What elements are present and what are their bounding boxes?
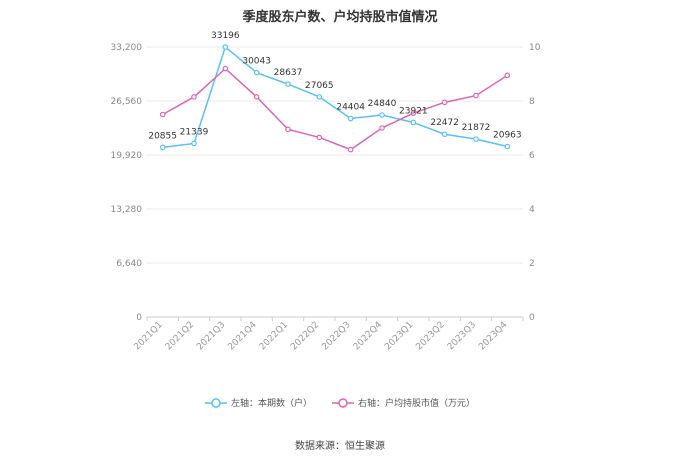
data-point-1 (253, 94, 260, 100)
x-axis-tick-label: 2021Q4 (226, 320, 259, 353)
data-point-1 (285, 126, 291, 133)
data-point-0 (285, 81, 291, 87)
right-axis-tick-label: 8 (529, 97, 535, 107)
legend-label-right: 右轴：户均持股市值（万元） (358, 399, 476, 409)
data-point-1 (347, 146, 354, 153)
data-label: 24840 (368, 99, 397, 109)
left-axis-tick-label: 6,640 (116, 259, 142, 269)
left-axis-tick-label: 0 (136, 313, 142, 323)
data-point-0 (347, 115, 354, 122)
data-label: 20963 (493, 131, 522, 141)
left-axis-tick-label: 19,920 (111, 151, 143, 161)
data-label: 22472 (430, 118, 459, 128)
data-label: 30043 (242, 57, 271, 67)
series-line-0 (162, 45, 508, 149)
x-axis-tick-label: 2021Q1 (132, 320, 164, 352)
right-axis-tick-label: 4 (529, 205, 535, 215)
data-point-0 (441, 131, 448, 138)
legend-item-left-axis[interactable]: 左轴：本期数（户） (204, 396, 312, 409)
data-label: 24404 (336, 103, 365, 113)
data-point-1 (191, 94, 197, 100)
x-axis-tick-label: 2022Q4 (352, 320, 385, 353)
x-axis-tick-label: 2022Q2 (289, 320, 321, 352)
x-axis-tick-label: 2021Q2 (164, 320, 196, 352)
legend-label-left: 左轴：本期数（户） (230, 399, 312, 409)
series-lines (159, 44, 511, 153)
right-axis-tick-label: 2 (529, 259, 535, 269)
series-line-1 (162, 67, 508, 151)
left-axis-tick-label: 13,280 (111, 205, 143, 215)
data-label: 27065 (305, 81, 334, 91)
data-source: 数据来源：恒生聚源 (295, 441, 385, 452)
right-axis-tick-label: 10 (529, 43, 541, 53)
data-point-1 (504, 72, 511, 79)
data-point-0 (504, 143, 511, 150)
x-axis-tick-label: 2023Q2 (414, 320, 446, 352)
x-axis-tick-label: 2023Q3 (446, 320, 478, 352)
x-axis-tick-label: 2021Q3 (195, 320, 227, 352)
data-point-1 (473, 92, 479, 99)
data-label: 28637 (274, 68, 303, 78)
data-point-0 (410, 119, 417, 126)
right-axis-tick-label: 0 (529, 313, 535, 323)
data-point-0 (222, 44, 229, 50)
data-point-0 (379, 112, 385, 118)
data-point-1 (159, 111, 166, 118)
x-axis-tick-label: 2022Q3 (320, 320, 352, 352)
legend-line-icon-blue (204, 397, 227, 408)
data-label: 21872 (462, 123, 491, 133)
data-point-1 (379, 125, 385, 131)
data-label: 23921 (399, 106, 428, 116)
legend-line-icon-pink (332, 397, 354, 408)
left-axis-tick-label: 33,200 (111, 43, 143, 53)
data-point-0 (253, 69, 260, 76)
chart-title: 季度股东户数、户均持股市值情况 (242, 10, 438, 25)
data-point-1 (441, 99, 448, 106)
data-point-0 (473, 136, 479, 142)
data-point-1 (222, 65, 229, 72)
data-label: 20855 (148, 131, 177, 141)
data-label: 21339 (180, 127, 209, 137)
right-axis-tick-label: 6 (529, 151, 535, 161)
x-axis-tick-label: 2022Q1 (258, 320, 290, 352)
left-axis-tick-label: 26,560 (111, 97, 143, 107)
data-point-1 (410, 110, 417, 116)
legend-item-right-axis[interactable]: 右轴：户均持股市值（万元） (332, 396, 475, 409)
x-axis-tick-label: 2023Q1 (383, 320, 415, 352)
data-point-0 (159, 144, 166, 151)
data-point-1 (316, 134, 323, 141)
data-point-0 (316, 94, 323, 100)
x-axis-tick-label: 2023Q4 (477, 320, 510, 353)
data-label: 33196 (211, 31, 240, 41)
legend: 左轴：本期数（户） 右轴：户均持股市值（万元） (0, 396, 680, 409)
data-point-0 (191, 140, 197, 147)
